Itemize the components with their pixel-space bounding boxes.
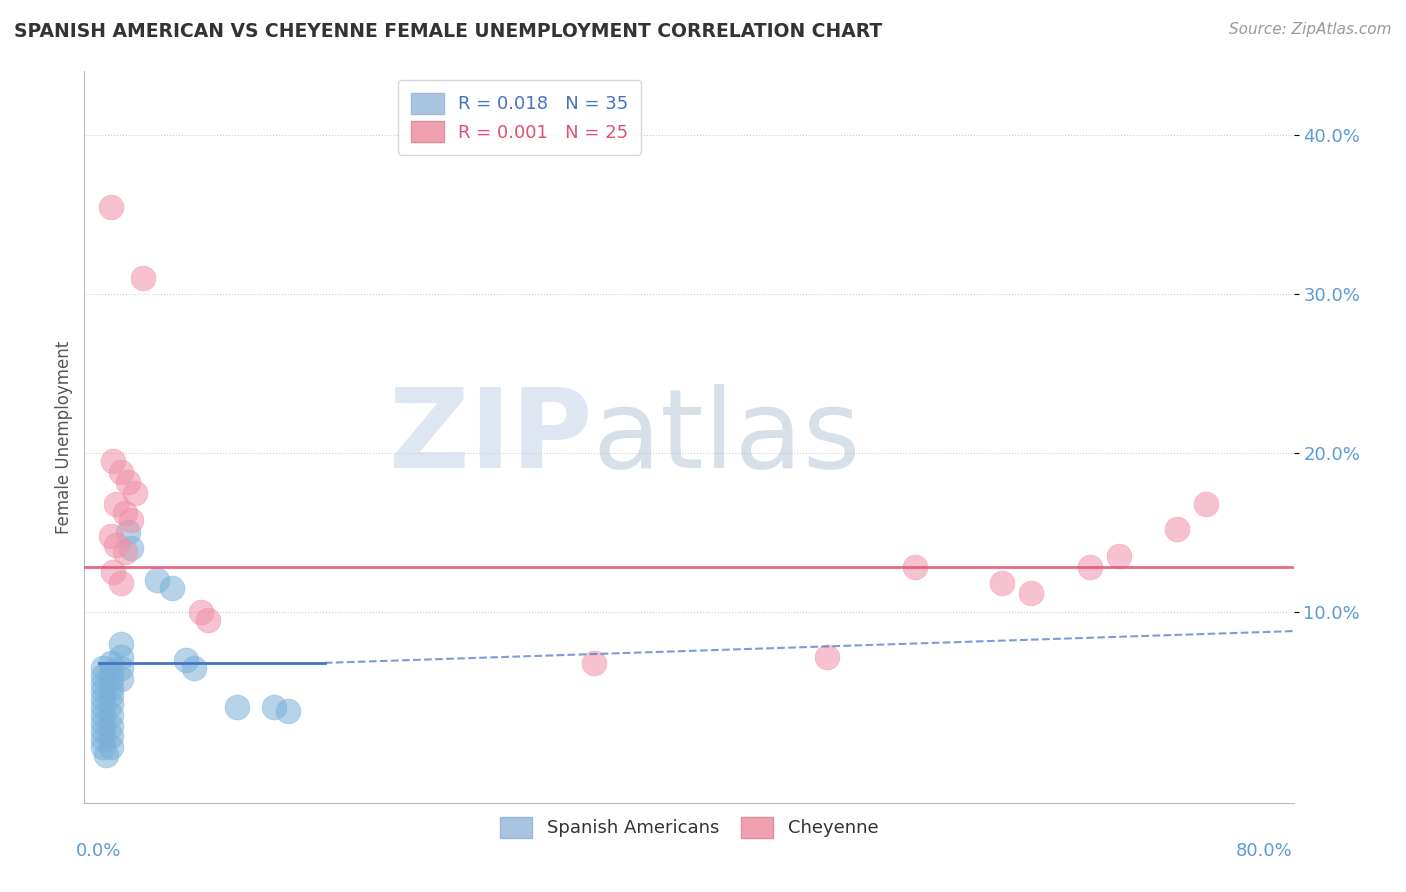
Point (100, 665, 122, 680)
Point (100, 681, 122, 696)
Legend: Spanish Americans, Cheyenne: Spanish Americans, Cheyenne (492, 810, 886, 845)
Point (110, 649, 132, 664)
Point (91, 668, 114, 682)
Point (100, 719, 122, 733)
Point (815, 649, 838, 664)
Point (131, 271, 153, 285)
Point (110, 465, 132, 479)
Point (146, 573, 169, 587)
Point (91, 724, 114, 739)
Point (100, 529, 122, 543)
Text: atlas: atlas (592, 384, 860, 491)
Point (91, 692, 114, 706)
Point (904, 560, 927, 574)
Point (100, 729, 122, 743)
Point (117, 475, 139, 489)
Point (103, 454, 125, 468)
Point (277, 704, 299, 718)
Point (117, 525, 139, 540)
Point (114, 544, 136, 558)
Point (110, 576, 132, 591)
Point (583, 656, 606, 670)
Point (1108, 549, 1130, 564)
Point (114, 507, 136, 521)
Point (91, 700, 114, 714)
Point (100, 708, 122, 723)
Point (1078, 560, 1101, 574)
Text: SPANISH AMERICAN VS CHEYENNE FEMALE UNEMPLOYMENT CORRELATION CHART: SPANISH AMERICAN VS CHEYENNE FEMALE UNEM… (14, 22, 883, 41)
Point (110, 672, 132, 686)
Point (110, 637, 132, 651)
Point (100, 656, 122, 670)
Point (91, 708, 114, 723)
Point (103, 566, 125, 580)
Point (160, 581, 183, 595)
Point (105, 538, 128, 552)
Point (100, 672, 122, 686)
Point (190, 605, 212, 619)
Point (124, 485, 146, 500)
Point (120, 541, 142, 556)
Point (120, 513, 142, 527)
Point (263, 700, 285, 714)
Text: 0.0%: 0.0% (76, 842, 121, 860)
Point (96, 748, 118, 763)
Y-axis label: Female Unemployment: Female Unemployment (55, 341, 73, 533)
Point (1019, 586, 1042, 600)
Text: 80.0%: 80.0% (1236, 842, 1292, 860)
Point (183, 660, 205, 674)
Text: ZIP: ZIP (389, 384, 592, 491)
Point (176, 653, 198, 667)
Point (91, 676, 114, 690)
Text: Source: ZipAtlas.com: Source: ZipAtlas.com (1229, 22, 1392, 37)
Point (1195, 497, 1218, 511)
Point (100, 200, 122, 214)
Point (1166, 522, 1188, 536)
Point (91, 684, 114, 698)
Point (197, 613, 219, 627)
Point (100, 740, 122, 755)
Point (226, 700, 249, 714)
Point (100, 697, 122, 711)
Point (91, 716, 114, 731)
Point (91, 740, 114, 755)
Point (991, 576, 1014, 591)
Point (91, 732, 114, 747)
Point (110, 660, 132, 674)
Point (105, 497, 128, 511)
Point (91, 660, 114, 674)
Point (100, 688, 122, 702)
